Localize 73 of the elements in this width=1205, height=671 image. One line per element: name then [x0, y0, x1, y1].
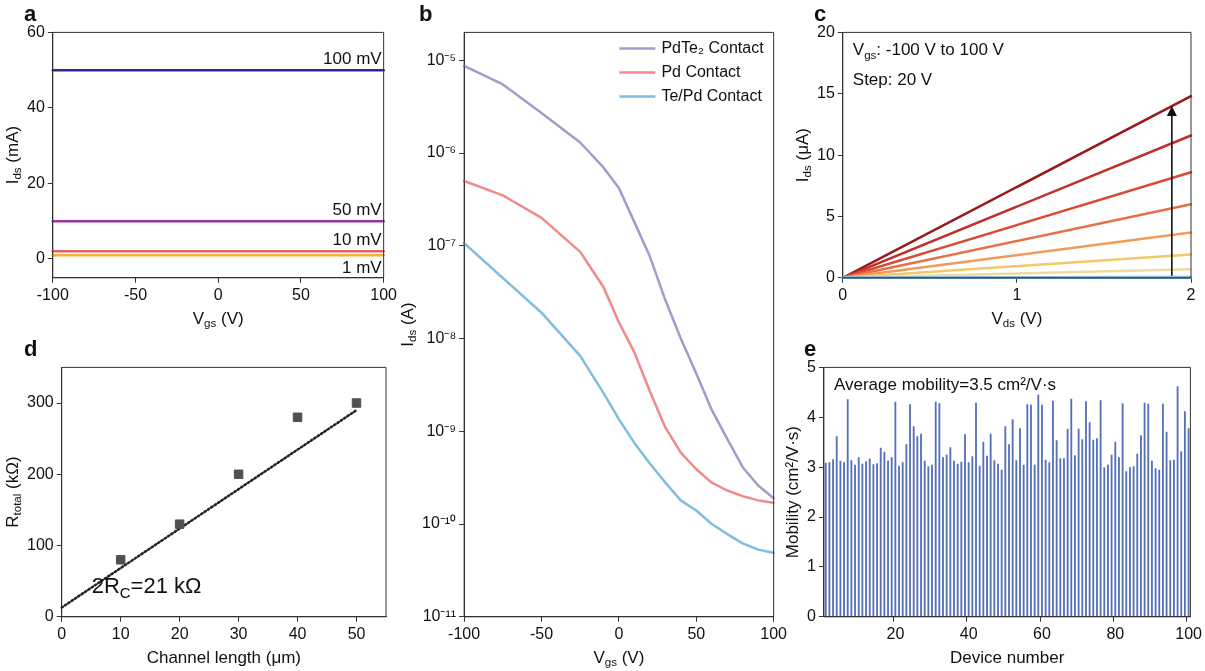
y-tick-label: 10 — [817, 145, 835, 163]
y-tick-label: 4 — [806, 407, 816, 425]
y-tick-label: 5 — [825, 206, 835, 224]
x-tick-label: 30 — [229, 624, 248, 642]
y-tick-label: 20 — [27, 173, 45, 191]
x-tick-label: 100 — [1175, 624, 1203, 642]
y-axis-title: Mobility (cm²/V·s) — [782, 425, 802, 559]
x-tick-label: -100 — [36, 285, 69, 303]
x-tick-label: 100 — [760, 624, 788, 642]
x-tick-label: 40 — [288, 624, 307, 642]
y-tick-label: 200 — [26, 464, 54, 482]
x-tick-label: 20 — [886, 624, 905, 642]
x-tick-label: -100 — [448, 624, 481, 642]
y-tick-label: 10⁻¹⁰ — [422, 514, 457, 532]
y-tick-label: 10⁻⁸ — [426, 328, 457, 346]
series-label: 50 mV — [332, 199, 383, 219]
y-tick-label: 60 — [27, 22, 45, 40]
y-tick-label: 10⁻¹¹ — [422, 607, 457, 625]
annotation: Average mobility=3.5 cm²/V·s — [833, 375, 1057, 395]
legend-label: Te/Pd Contact — [661, 86, 763, 104]
x-tick-label: 20 — [170, 624, 189, 642]
point — [233, 469, 244, 480]
legend-label: Pd Contact — [661, 62, 742, 80]
y-tick-label: 2 — [806, 507, 816, 525]
series-label: 100 mV — [323, 48, 383, 68]
x-tick-label: 0 — [213, 285, 223, 303]
x-tick-label: 60 — [1033, 624, 1051, 642]
y-tick-label: 1 — [806, 557, 816, 575]
point — [115, 555, 126, 565]
x-tick-label: 2 — [1186, 285, 1196, 303]
legend-label: PdTe₂ Contact — [661, 38, 765, 56]
y-tick-label: 40 — [27, 98, 45, 116]
series-label: 1 mV — [341, 257, 383, 277]
y-tick-label: 5 — [806, 357, 816, 375]
point — [292, 412, 303, 423]
y-tick-label: 15 — [817, 84, 835, 102]
chart-title: d — [24, 336, 38, 362]
x-tick-label: 50 — [347, 624, 366, 642]
y-tick-label: 10⁻⁷ — [427, 236, 457, 254]
point — [351, 398, 362, 408]
x-tick-label: 0 — [57, 624, 67, 642]
y-tick-label: 10⁻⁶ — [426, 143, 457, 161]
x-tick-label: 80 — [1106, 624, 1125, 642]
x-tick-label: -50 — [123, 285, 148, 303]
x-tick-label: 40 — [959, 624, 978, 642]
y-tick-label: 0 — [825, 268, 835, 286]
x-axis-title: Channel length (μm) — [146, 647, 302, 667]
y-axis-title: Ids (A) — [397, 302, 419, 347]
x-tick-label: -50 — [529, 624, 554, 642]
y-tick-label: 0 — [44, 607, 54, 625]
x-tick-label: 50 — [687, 624, 706, 642]
y-tick-label: 0 — [806, 607, 816, 625]
y-tick-label: 10⁻⁵ — [426, 50, 457, 68]
y-tick-label: 3 — [806, 457, 816, 475]
series-label: 10 mV — [332, 230, 383, 250]
y-tick-label: 300 — [26, 393, 54, 411]
annotation: Step: 20 V — [852, 70, 933, 90]
y-tick-label: 20 — [817, 22, 835, 40]
y-tick-label: 10⁻⁹ — [426, 421, 457, 439]
chart-title: b — [419, 1, 433, 27]
x-tick-label: 10 — [111, 624, 130, 642]
y-axis-title: Rtotal (kΩ) — [2, 456, 24, 528]
point — [174, 519, 185, 529]
x-tick-label: 100 — [370, 285, 398, 303]
y-axis-title: Ids (mA) — [2, 125, 24, 185]
y-tick-label: 100 — [26, 535, 54, 553]
x-axis-title: Device number — [949, 647, 1065, 667]
x-tick-label: 1 — [1012, 285, 1022, 303]
y-tick-label: 0 — [35, 249, 45, 267]
x-tick-label: 0 — [614, 624, 624, 642]
x-tick-label: 0 — [838, 285, 848, 303]
y-axis-title: Ids (μA) — [792, 128, 814, 183]
x-tick-label: 50 — [292, 285, 310, 303]
